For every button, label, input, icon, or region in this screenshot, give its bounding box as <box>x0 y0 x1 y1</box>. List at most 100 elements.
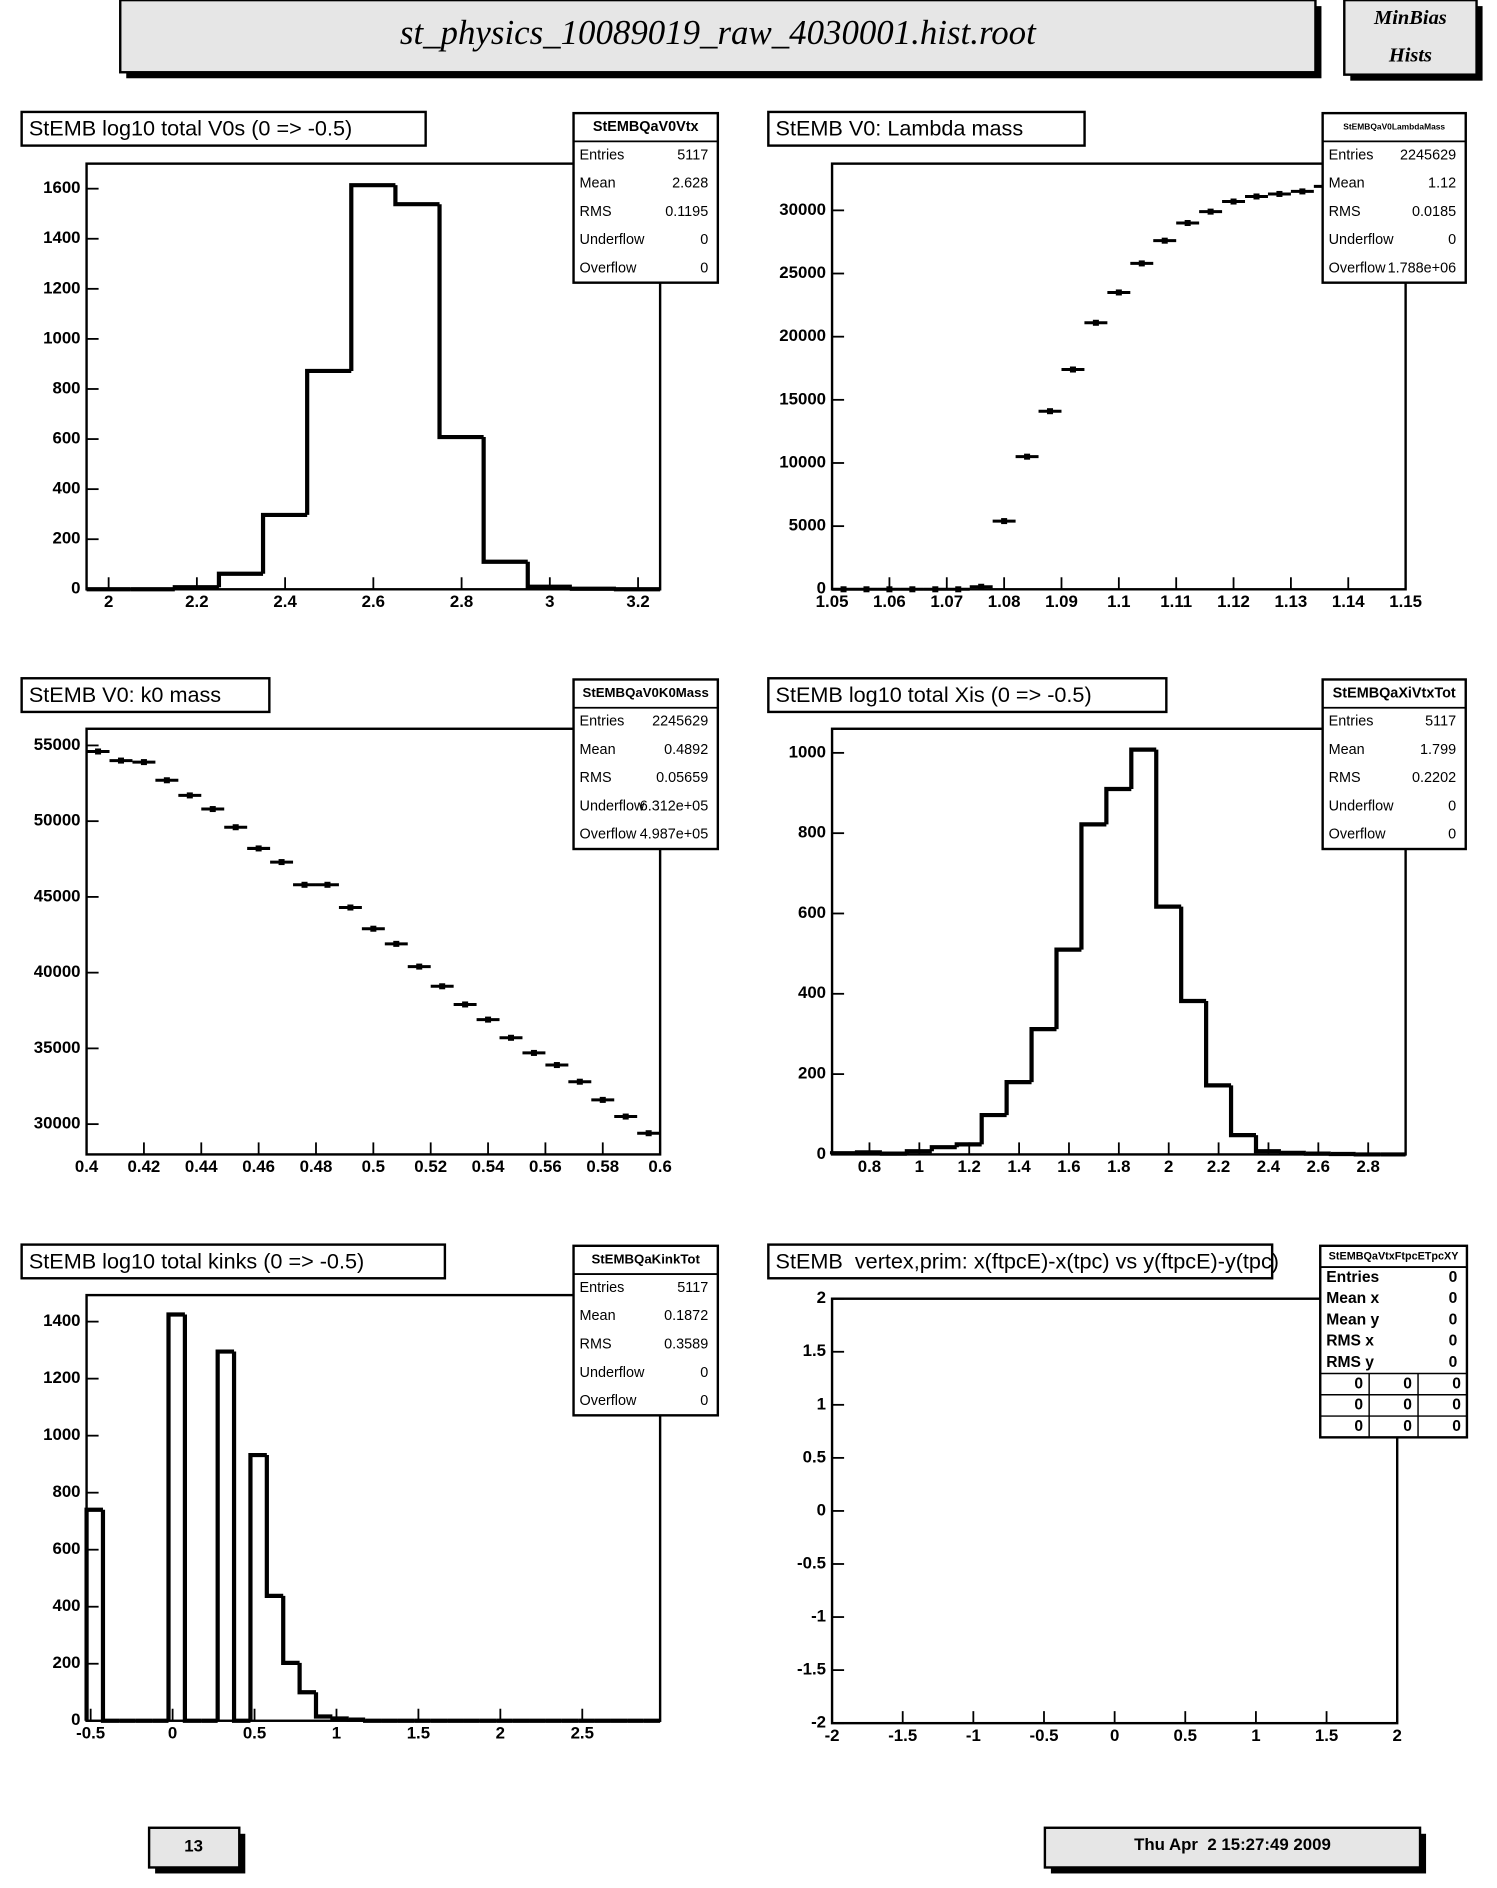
y-tick-label: 30000 <box>34 1114 81 1133</box>
y-tick-label: 30000 <box>779 200 826 219</box>
bin <box>1179 906 1207 1004</box>
chart-title: StEMB log10 total kinks (0 => -0.5) <box>29 1248 364 1273</box>
x-tick-label: 2.2 <box>1207 1157 1230 1176</box>
bin <box>264 1455 284 1598</box>
x-tick-label: -1.5 <box>888 1726 917 1745</box>
stats-value: 2245629 <box>1400 147 1456 163</box>
stats-value: 1.799 <box>1420 742 1456 758</box>
y-tick-label: 50000 <box>34 811 81 830</box>
x-tick-label: 1.6 <box>1057 1157 1080 1176</box>
bin-marker <box>1276 190 1283 197</box>
y-tick-label: 0 <box>817 1500 826 1519</box>
x-tick-label: 0.42 <box>128 1157 161 1176</box>
bin-marker <box>1024 453 1031 460</box>
x-tick-label: 2.8 <box>1357 1157 1380 1176</box>
bin-marker <box>530 1049 537 1056</box>
stats-value: 0 <box>1448 827 1456 843</box>
y-tick-label: 1400 <box>43 228 80 247</box>
bin-marker <box>462 1001 469 1008</box>
bin-marker <box>622 1113 629 1120</box>
stats-value: 0.05659 <box>656 770 708 786</box>
bin-marker <box>117 757 124 764</box>
bin-marker <box>347 904 354 911</box>
y-tick-label: 800 <box>52 378 80 397</box>
stats-value: 0.3589 <box>664 1337 708 1353</box>
stats-value: 0 <box>1449 1269 1458 1286</box>
x-tick-label: 1 <box>332 1723 341 1742</box>
x-tick-label: 3.2 <box>626 592 649 611</box>
bin <box>297 1662 316 1695</box>
x-tick-label: 0.5 <box>243 1723 266 1742</box>
page-number: 13 <box>184 1836 203 1855</box>
bin <box>525 561 572 589</box>
y-tick-label: 0 <box>71 579 80 598</box>
stats-label: Mean <box>580 742 616 758</box>
y-tick-label: 1000 <box>43 1425 80 1444</box>
stats-label: Underflow <box>1329 798 1394 814</box>
x-tick-label: 0.56 <box>529 1157 562 1176</box>
bin <box>363 1718 382 1723</box>
stats-box <box>1319 1244 1469 1439</box>
stats-value: 0 <box>700 232 708 248</box>
stats-box <box>1321 678 1467 851</box>
y-tick-label: 35000 <box>34 1038 81 1057</box>
bin <box>100 1509 120 1723</box>
bin-marker <box>955 586 962 593</box>
bin <box>346 1717 366 1722</box>
x-tick-label: 1.13 <box>1275 592 1308 611</box>
y-tick-label: 0 <box>71 1710 80 1729</box>
stats-label: Underflow <box>580 1365 645 1381</box>
stats-value: 0 <box>700 1365 708 1381</box>
stats-name: StEMBQaV0Vtx <box>593 119 699 135</box>
stats-cell: 0 <box>1452 1375 1461 1392</box>
bin <box>1004 1080 1032 1116</box>
stats-value: 1.788e+06 <box>1388 260 1457 276</box>
bin-marker <box>1299 188 1306 195</box>
stats-value: 0 <box>700 260 708 276</box>
y-tick-label: 0 <box>817 1144 826 1163</box>
plot-frame <box>830 1297 1399 1725</box>
bin <box>349 183 396 371</box>
stats-value: 5117 <box>1425 714 1456 730</box>
x-tick-label: 0.6 <box>648 1157 671 1176</box>
stats-label: RMS x <box>1326 1333 1374 1350</box>
stats-value: 0.4892 <box>664 742 708 758</box>
y-tick-label: 5000 <box>789 516 826 535</box>
stats-value: 0 <box>1448 798 1456 814</box>
x-tick-label: 0.5 <box>1174 1726 1197 1745</box>
title-box <box>20 677 271 714</box>
stats-value: 2.628 <box>672 176 708 192</box>
x-tick-label: 1.11 <box>1160 592 1192 611</box>
x-tick-label: 1.5 <box>407 1723 430 1742</box>
bin-marker <box>416 963 423 970</box>
stats-label: Mean x <box>1326 1290 1379 1307</box>
bin <box>182 1314 202 1723</box>
y-tick-label: -1.5 <box>797 1660 826 1679</box>
x-tick-label: 1.5 <box>1315 1726 1338 1745</box>
bin-marker <box>1069 366 1076 373</box>
stats-name: StEMBQaVtxFtpcETpcXY <box>1329 1250 1460 1262</box>
y-tick-label: 1400 <box>43 1311 80 1330</box>
chart-title: StEMB log10 total Xis (0 => -0.5) <box>776 682 1092 707</box>
y-tick-label: 0.5 <box>803 1447 826 1466</box>
stats-label: Entries <box>1329 714 1374 730</box>
stats-label: Overflow <box>580 260 637 276</box>
bin-marker <box>507 1034 515 1041</box>
bin <box>1029 1027 1057 1083</box>
bin <box>1278 1150 1306 1155</box>
y-tick-label: 600 <box>52 1539 80 1558</box>
x-tick-label: 0.8 <box>858 1157 881 1176</box>
y-tick-label: 600 <box>52 429 80 448</box>
bin-marker <box>599 1096 606 1103</box>
bin <box>1079 822 1107 950</box>
stats-label: RMS y <box>1326 1354 1374 1371</box>
plot-frame <box>85 162 662 591</box>
x-tick-label: -0.5 <box>1029 1726 1058 1745</box>
bin <box>393 185 440 207</box>
y-tick-label: 400 <box>798 983 826 1002</box>
x-tick-label: 2 <box>1164 1157 1173 1176</box>
header-box <box>119 0 1317 74</box>
bin <box>1253 1135 1281 1154</box>
bin-marker <box>909 586 916 593</box>
stats-cell: 0 <box>1403 1418 1412 1435</box>
